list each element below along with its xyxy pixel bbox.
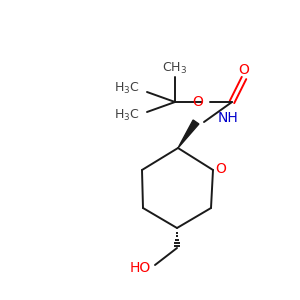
Text: O: O xyxy=(216,162,226,176)
Polygon shape xyxy=(178,120,199,148)
Text: HO: HO xyxy=(129,261,151,275)
Text: H$_3$C: H$_3$C xyxy=(114,107,140,122)
Text: NH: NH xyxy=(218,111,239,125)
Text: CH$_3$: CH$_3$ xyxy=(162,60,188,76)
Text: H$_3$C: H$_3$C xyxy=(114,80,140,95)
Text: O: O xyxy=(238,63,249,77)
Text: O: O xyxy=(193,95,203,109)
